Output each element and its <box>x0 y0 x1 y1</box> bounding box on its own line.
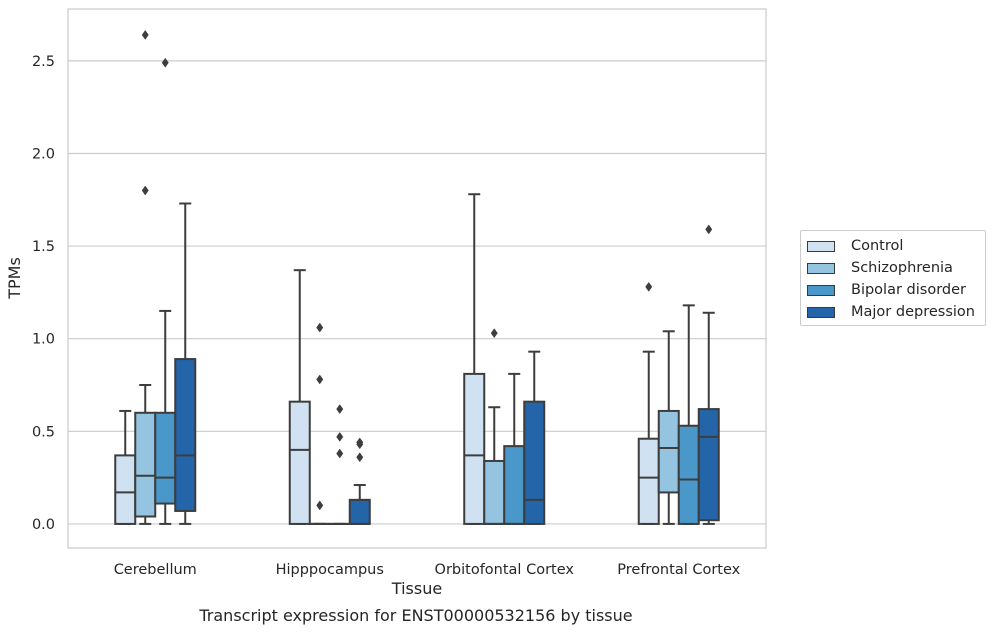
box-control-orbitofontal-cortex <box>463 193 486 525</box>
y-tick-label: 0.5 <box>32 424 55 440</box>
outlier-point <box>645 281 653 292</box>
y-tick-label: 2.5 <box>32 54 55 70</box>
box-bipolar-disorder-orbitofontal-cortex <box>503 372 526 525</box>
box-major-depression-cerebellum <box>174 202 197 525</box>
legend-swatch-major-depression <box>807 306 835 318</box>
box-iqr <box>288 400 311 525</box>
plot-area-frame <box>67 8 767 549</box>
x-axis-ticks: Cerebellum Hipppocampus Orbitofontal Corte… <box>114 562 741 578</box>
outlier-point <box>336 404 344 415</box>
x-tick-label-hipppocampus: Hipppocampus <box>276 562 384 578</box>
legend-label-bipolar-disorder: Bipolar disorder <box>851 282 966 298</box>
legend-item-schizophrenia: Schizophrenia <box>807 258 953 278</box>
box-schizophrenia-prefrontal-cortex <box>657 330 680 525</box>
outlier-point <box>141 29 149 40</box>
box-iqr <box>134 411 157 518</box>
legend: Control Schizophrenia Bipolar disorder M… <box>800 230 986 326</box>
box-control-hipppocampus <box>288 269 311 525</box>
box-control-prefrontal-cortex <box>637 281 660 525</box>
legend-item-control: Control <box>807 236 903 256</box>
legend-swatch-control <box>807 240 835 252</box>
box-major-depression-hipppocampus <box>348 437 371 525</box>
box-series <box>114 29 720 525</box>
box-iqr <box>174 358 197 512</box>
box-major-depression-orbitofontal-cortex <box>523 350 546 525</box>
box-iqr <box>523 400 546 525</box>
legend-swatch-schizophrenia <box>807 262 835 274</box>
box-schizophrenia-hipppocampus <box>308 322 331 525</box>
outlier-point <box>356 437 364 448</box>
box-iqr <box>154 411 177 505</box>
box-schizophrenia-cerebellum <box>134 29 157 525</box>
box-bipolar-disorder-cerebellum <box>154 57 177 525</box>
legend-swatch-bipolar-disorder <box>807 284 835 296</box>
box-iqr <box>114 454 137 525</box>
outlier-point <box>316 374 324 385</box>
outlier-point <box>316 500 324 511</box>
outlier-point <box>316 322 324 333</box>
legend-item-major-depression: Major depression <box>807 302 975 322</box>
x-axis-label: Tissue <box>391 579 442 598</box>
y-tick-label: 2.0 <box>32 146 55 162</box>
y-tick-label: 1.0 <box>32 332 55 348</box>
outlier-point <box>705 224 713 235</box>
x-tick-label-orbitofontal-cortex: Orbitofontal Cortex <box>435 562 575 578</box>
x-tick-label-prefrontal-cortex: Prefrontal Cortex <box>617 562 740 578</box>
box-iqr <box>677 424 700 525</box>
x-tick-label-cerebellum: Cerebellum <box>114 562 197 578</box>
box-major-depression-prefrontal-cortex <box>697 224 720 525</box>
y-tick-label: 0.0 <box>32 517 55 533</box>
y-axis-ticks: 0.0 0.5 1.0 1.5 2.0 2.5 <box>32 54 55 533</box>
outlier-point <box>490 328 498 339</box>
legend-label-control: Control <box>851 238 904 254</box>
box-iqr <box>637 437 660 525</box>
box-bipolar-disorder-hipppocampus <box>328 404 351 525</box>
legend-label-major-depression: Major depression <box>851 304 975 320</box>
outlier-point <box>161 57 169 68</box>
box-iqr <box>463 372 486 525</box>
outlier-point <box>336 431 344 442</box>
y-tick-label: 1.5 <box>32 239 55 255</box>
chart-caption: Transcript expression for ENST0000053215… <box>199 606 633 625</box>
box-iqr <box>348 498 371 525</box>
box-control-cerebellum <box>114 409 137 525</box>
legend-item-bipolar-disorder: Bipolar disorder <box>807 280 966 300</box>
box-iqr <box>657 409 680 494</box>
box-iqr <box>697 408 720 522</box>
legend-label-schizophrenia: Schizophrenia <box>851 260 953 276</box>
y-axis-label: TPMs <box>5 257 24 300</box>
outlier-point <box>356 452 364 463</box>
box-iqr <box>503 445 526 525</box>
outlier-point <box>336 448 344 459</box>
box-iqr <box>483 459 506 525</box>
box-schizophrenia-orbitofontal-cortex <box>483 328 506 525</box>
outlier-point <box>141 185 149 196</box>
